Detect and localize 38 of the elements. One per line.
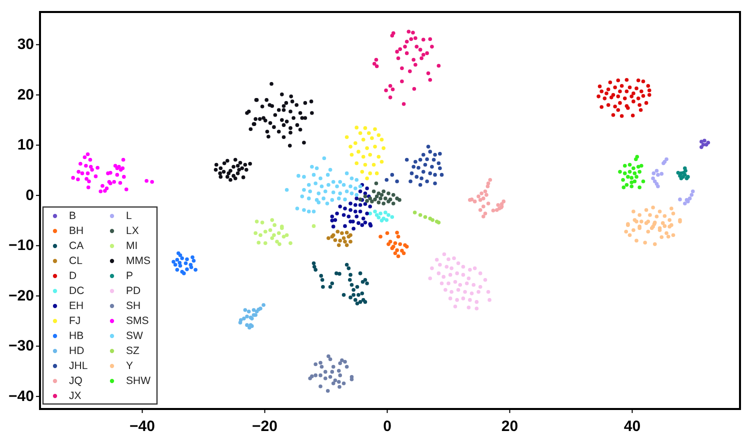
y-tick-label: 10	[17, 136, 34, 154]
y-tick-label: −20	[8, 287, 34, 304]
legend-label: LX	[126, 225, 139, 237]
legend-label: CL	[69, 255, 83, 267]
legend-label: D	[69, 270, 77, 282]
legend-label: JQ	[69, 375, 82, 387]
legend-label: SHW	[126, 375, 151, 387]
x-tick-label: 20	[501, 418, 518, 435]
x-tick-label: 0	[383, 418, 392, 435]
legend-label: SH	[126, 300, 141, 312]
legend-label: HD	[69, 345, 85, 357]
legend-label: BH	[69, 225, 84, 237]
legend-label: Y	[126, 360, 134, 372]
legend-label: B	[69, 210, 76, 222]
x-tick-label: 40	[624, 418, 641, 435]
legend-label: EH	[69, 300, 84, 312]
legend-label: FJ	[69, 315, 81, 327]
legend-label: SZ	[126, 345, 140, 357]
legend-label: PD	[126, 285, 142, 297]
legend-label: DC	[69, 285, 85, 297]
legend-label: HB	[69, 330, 84, 342]
y-tick-label: −30	[8, 338, 34, 355]
legend-label: P	[126, 270, 134, 282]
y-tick-label: −10	[8, 237, 34, 254]
legend-label: MMS	[126, 255, 150, 267]
y-tick-label: 0	[26, 186, 34, 204]
legend-label: SW	[126, 330, 144, 342]
legend-label: MI	[126, 240, 138, 252]
y-tick-label: 30	[17, 36, 34, 54]
legend-label: JX	[69, 390, 82, 402]
y-tick-label: 20	[17, 86, 34, 104]
x-tick-label: −20	[252, 418, 278, 435]
legend-label: L	[126, 210, 132, 222]
legend-label: CA	[69, 240, 84, 252]
x-tick-label: −40	[130, 418, 155, 435]
y-tick-label: −40	[8, 388, 34, 405]
legend-label: JHL	[69, 360, 88, 372]
legend-label: SMS	[126, 315, 149, 327]
